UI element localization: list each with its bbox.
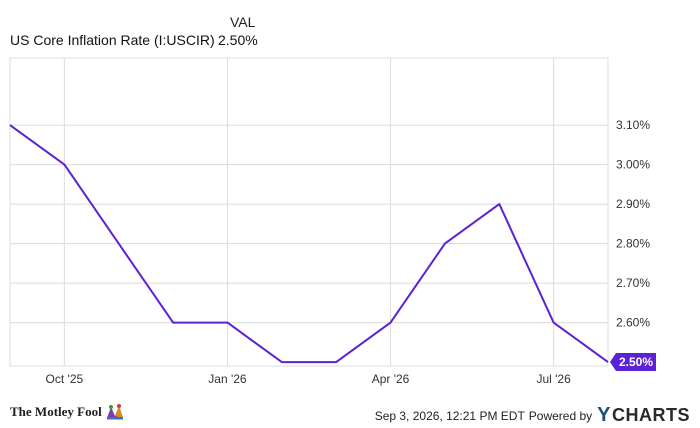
series-current-value: 2.50% [218, 32, 258, 48]
chart-credits: Sep 3, 2026, 12:21 PM EDT Powered by Y C… [375, 404, 690, 427]
y-tick-label: 3.10% [616, 118, 650, 132]
ycharts-y-mark: Y [597, 404, 611, 426]
jester-hat-icon [106, 404, 123, 420]
y-tick-label: 3.00% [616, 158, 650, 172]
plot-border [9, 57, 609, 367]
last-value-badge: 2.50% [610, 353, 656, 372]
ycharts-wordmark: CHARTS [612, 405, 690, 425]
logo-text: The Motley Fool [10, 404, 102, 419]
series-name: US Core Inflation Rate (I:USCIR) [10, 32, 215, 48]
grid-lines [9, 57, 609, 367]
value-column-label: VAL [230, 14, 256, 30]
line-chart: Oct '25 Jan '26 Apr '26 Jul '26 2.60%2.70%2… [9, 57, 656, 386]
y-tick-label: 2.60% [616, 316, 650, 330]
plot-area: 2.50% [9, 124, 656, 372]
y-tick-label: 2.90% [616, 197, 650, 211]
x-tick-label: Jan '26 [208, 372, 247, 386]
y-tick-label: 2.80% [616, 237, 650, 251]
timestamp: Sep 3, 2026, 12:21 PM EDT [374, 408, 525, 423]
badge-value: 2.50% [619, 355, 653, 369]
x-tick-label: Apr '26 [372, 372, 410, 386]
badge-shape [610, 353, 656, 372]
x-tick-label: Oct '25 [46, 372, 84, 386]
x-tick-label: Jul '26 [536, 372, 571, 386]
motley-fool-logo: The Motley Fool [10, 404, 125, 420]
chart-footer: The Motley Fool Sep 3, 2026, 12:21 PM ED… [0, 396, 700, 428]
chart-header: VAL US Core Inflation Rate (I:USCIR) 2.5… [0, 0, 700, 56]
x-axis: Oct '25 Jan '26 Apr '26 Jul '26 [46, 372, 572, 386]
ycharts-logo: Y CHARTS [597, 404, 690, 427]
y-axis: 2.60% 2.70% 2.80% 2.90% 3.00% 3.10% [616, 118, 650, 329]
y-tick-label: 2.70% [616, 276, 650, 290]
series-line [9, 124, 609, 364]
powered-by-text: Powered by [528, 408, 593, 423]
